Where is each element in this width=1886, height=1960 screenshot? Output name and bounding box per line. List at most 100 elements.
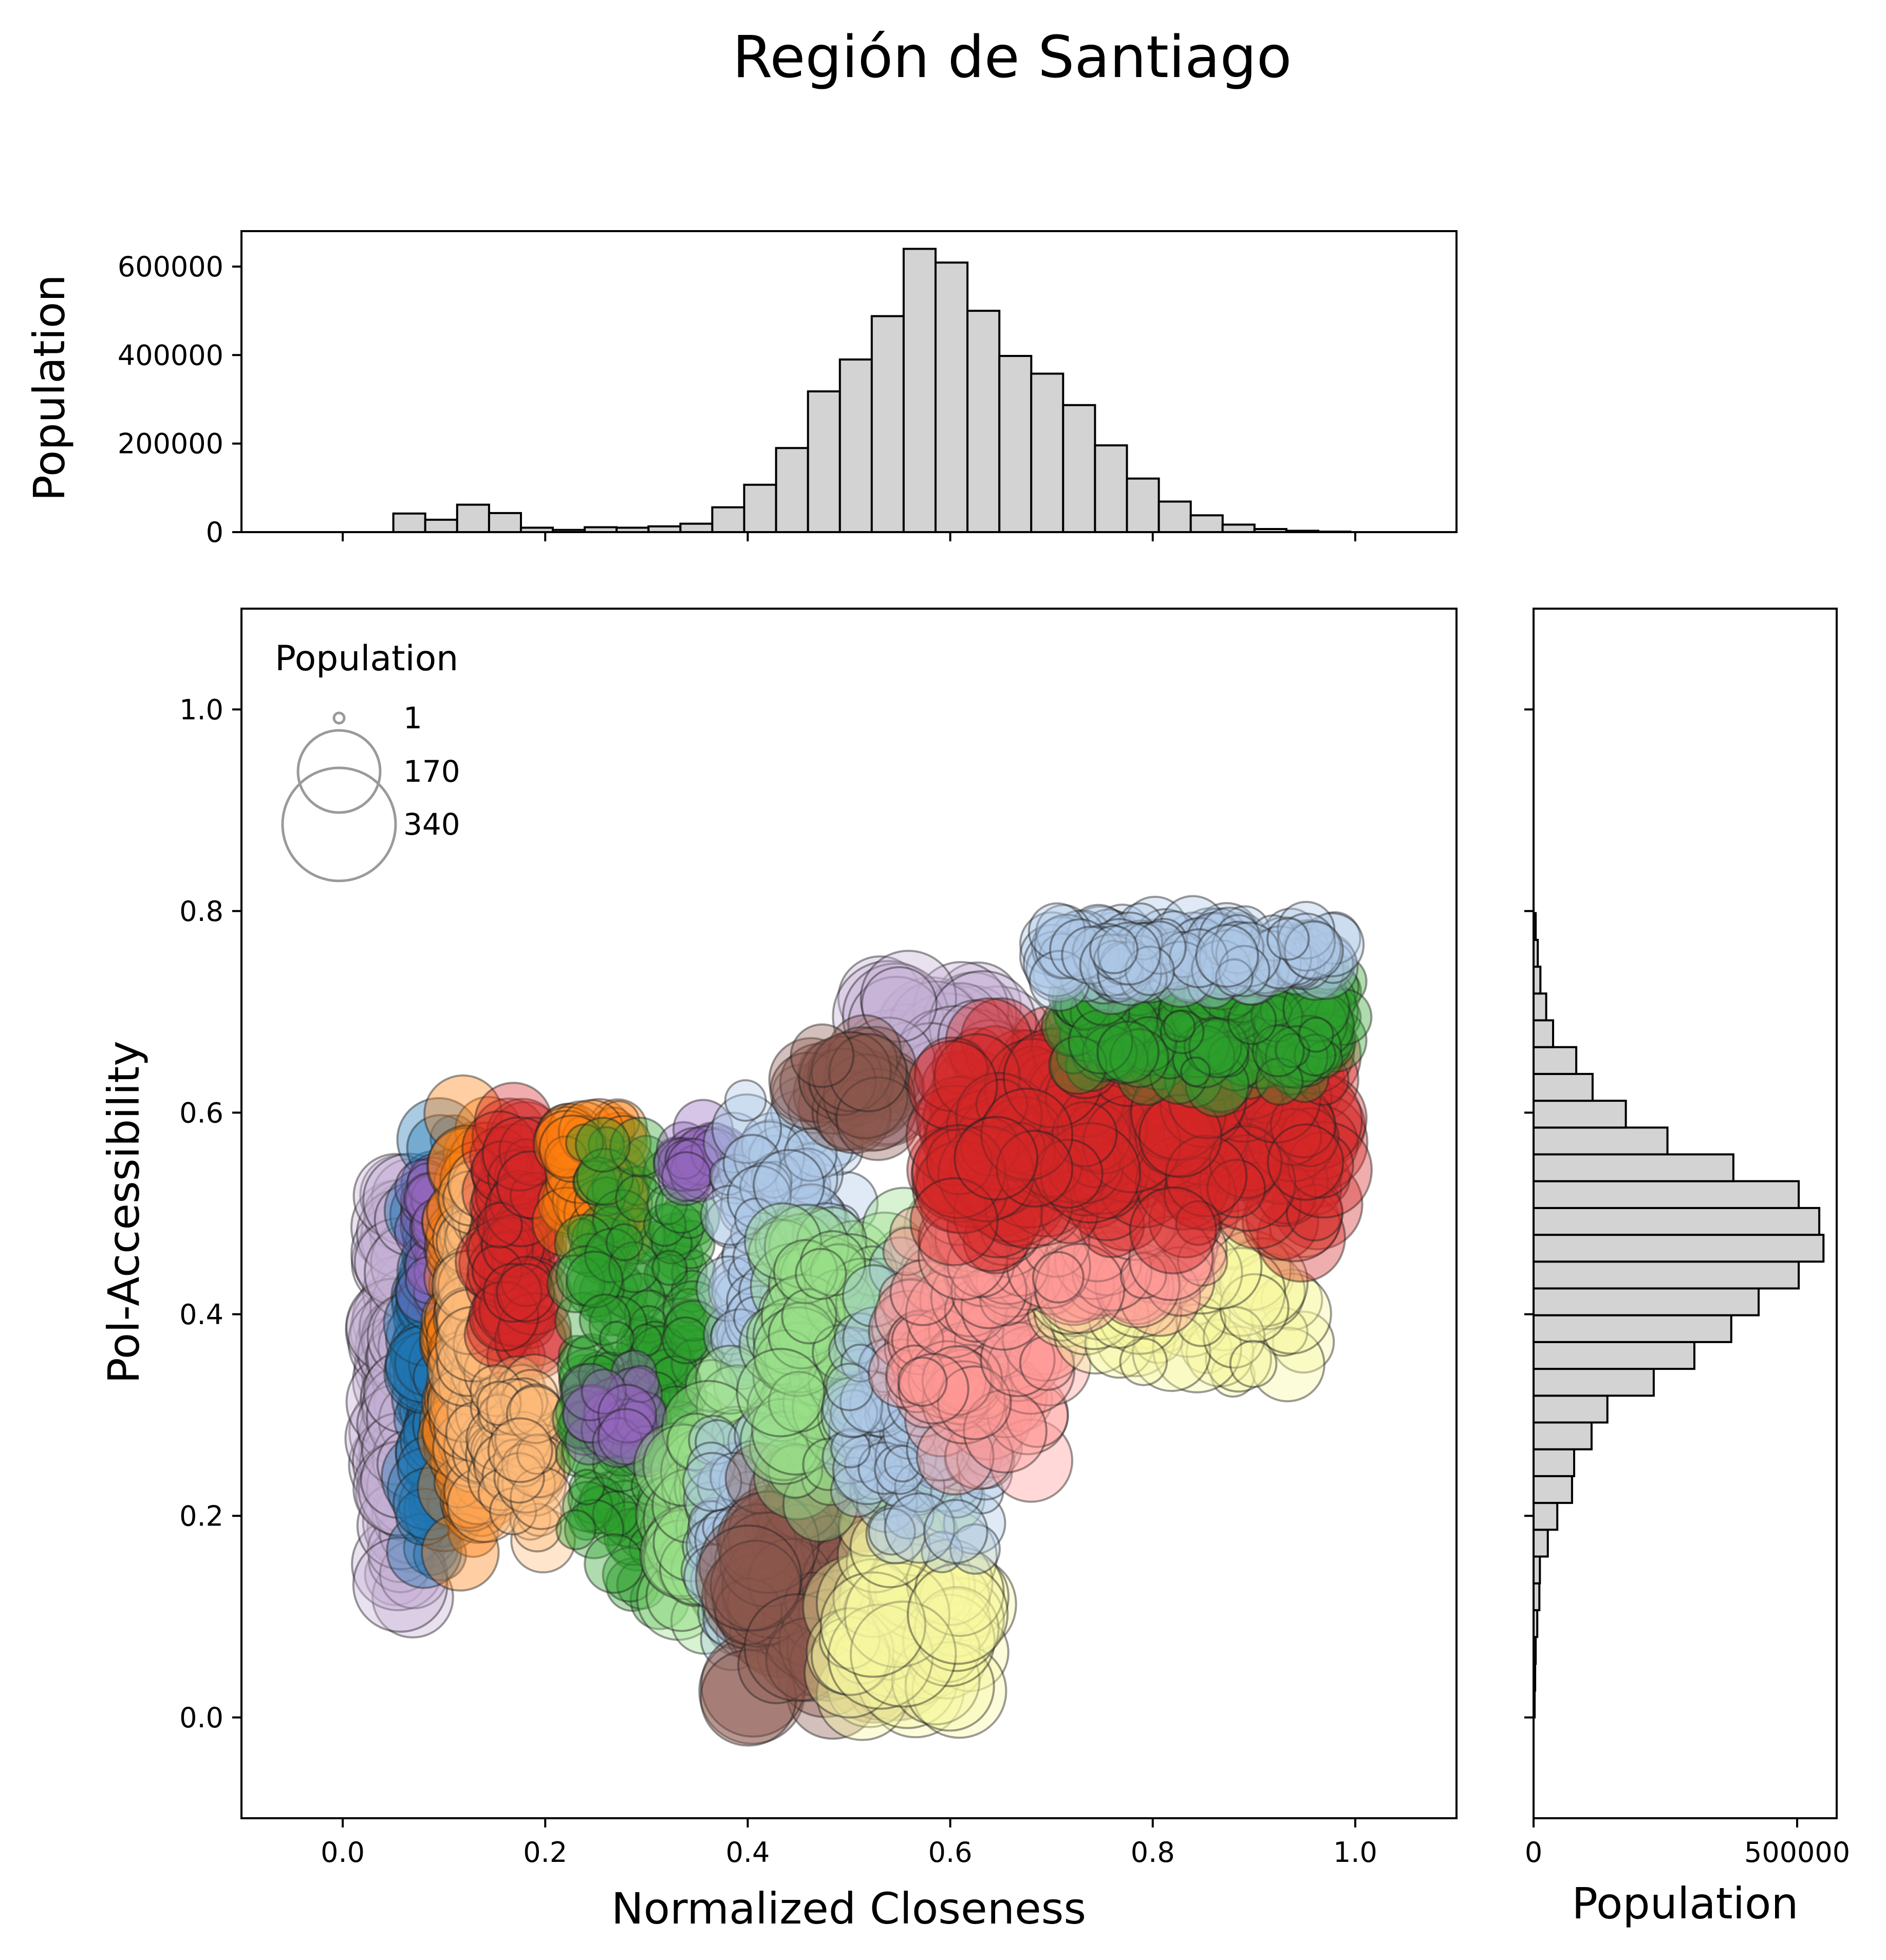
scatter-point (494, 1370, 532, 1408)
scatter-point (391, 1355, 477, 1441)
scatter-point (410, 1359, 495, 1443)
scatter-point (389, 1309, 472, 1391)
scatter-point (509, 1498, 552, 1541)
scatter-point (433, 1147, 507, 1221)
scatter-point (459, 1172, 507, 1219)
scatter-point (657, 1309, 704, 1355)
scatter-point (519, 1392, 569, 1442)
scatter-point (432, 1200, 511, 1279)
scatter-point (467, 1344, 540, 1417)
scatter-point (348, 1417, 443, 1513)
scatter-point (366, 1429, 435, 1499)
scatter-point (443, 1312, 497, 1366)
scatter-point (494, 1192, 562, 1259)
scatter-point (369, 1327, 458, 1415)
scatter-point (462, 1250, 533, 1321)
scatter-point (390, 1317, 470, 1398)
scatter-point (417, 1222, 466, 1272)
scatter-point (450, 1345, 529, 1424)
scatter-point (421, 1330, 484, 1394)
scatter-point (395, 1487, 454, 1547)
scatter-point (407, 1156, 457, 1207)
y-tick-label: 0.6 (179, 1097, 223, 1129)
scatter-point (458, 1346, 522, 1410)
scatter-point (353, 1217, 443, 1307)
scatter-point (461, 1166, 514, 1219)
scatter-point (356, 1436, 455, 1534)
size-legend-label-3: 340 (403, 807, 460, 842)
scatter-point (438, 1204, 501, 1267)
scatter-point (413, 1268, 462, 1317)
top-histogram-bar (1189, 514, 1224, 533)
scatter-point (421, 1298, 492, 1369)
scatter-point (446, 1442, 497, 1493)
scatter-point (478, 1347, 530, 1399)
scatter-point (434, 1274, 506, 1347)
top-histogram-bar (935, 261, 969, 533)
scatter-point (423, 1232, 461, 1270)
scatter-point (386, 1446, 472, 1531)
scatter-point (491, 1228, 551, 1288)
scatter-point (472, 1278, 529, 1335)
scatter-point (417, 1398, 497, 1478)
scatter-point (445, 1369, 533, 1457)
scatter-point (506, 1385, 565, 1444)
top-y-tick-label: 400000 (118, 339, 223, 371)
scatter-x-label: Normalized Closeness (611, 1883, 1086, 1934)
scatter-point (428, 1248, 501, 1321)
scatter-point (418, 1448, 476, 1506)
scatter-point (366, 1306, 468, 1407)
scatter-point (460, 1416, 512, 1468)
scatter-point (559, 1159, 631, 1230)
scatter-point (465, 1250, 535, 1320)
scatter-point (400, 1173, 474, 1247)
scatter-point (470, 1382, 520, 1433)
scatter-point (649, 1212, 699, 1262)
scatter-x-ticks: 0.0 0.2 0.4 0.6 0.8 1.0 (321, 1818, 1377, 1869)
scatter-point (433, 1360, 516, 1443)
scatter-point (463, 1302, 531, 1368)
scatter-points (344, 895, 1373, 1747)
scatter-point (428, 1320, 503, 1395)
scatter-point (507, 1300, 556, 1349)
scatter-point (447, 1268, 528, 1349)
scatter-point (501, 1451, 567, 1517)
scatter-point (449, 1247, 523, 1321)
scatter-point (503, 1176, 556, 1229)
scatter-point (621, 1251, 682, 1312)
scatter-point (436, 1288, 503, 1355)
scatter-point (562, 1115, 607, 1160)
scatter-point (466, 1291, 537, 1363)
y-tick-label: 0.2 (179, 1500, 223, 1532)
scatter-point (378, 1411, 449, 1481)
scatter-point (492, 1276, 540, 1325)
scatter-point (516, 1490, 563, 1537)
scatter-point (587, 1200, 656, 1268)
size-legend-label-1: 1 (403, 701, 422, 736)
scatter-point (360, 1185, 462, 1288)
scatter-point (480, 1193, 529, 1241)
scatter-point (455, 1390, 512, 1446)
scatter-point (469, 1364, 522, 1417)
scatter-point (485, 1098, 560, 1173)
scatter-point (444, 1314, 513, 1382)
right-histogram-bar (1533, 1394, 1609, 1424)
scatter-point (442, 1239, 511, 1308)
scatter-point (386, 1279, 451, 1344)
scatter-point (393, 1324, 460, 1392)
scatter-point (428, 1377, 513, 1462)
scatter-point (350, 1179, 447, 1276)
top-histogram-bar (807, 390, 841, 533)
scatter-point (364, 1309, 448, 1393)
scatter-point (384, 1324, 464, 1404)
scatter-point (1129, 1186, 1218, 1275)
scatter-point (409, 1189, 479, 1258)
scatter-point (403, 1520, 459, 1576)
scatter-point (363, 1350, 446, 1434)
scatter-point (500, 1410, 542, 1451)
scatter-point (421, 1229, 472, 1279)
scatter-point (572, 1487, 620, 1535)
x-tick-label: 1.0 (1333, 1836, 1377, 1869)
scatter-point (447, 1439, 519, 1511)
scatter-point (443, 1262, 524, 1343)
